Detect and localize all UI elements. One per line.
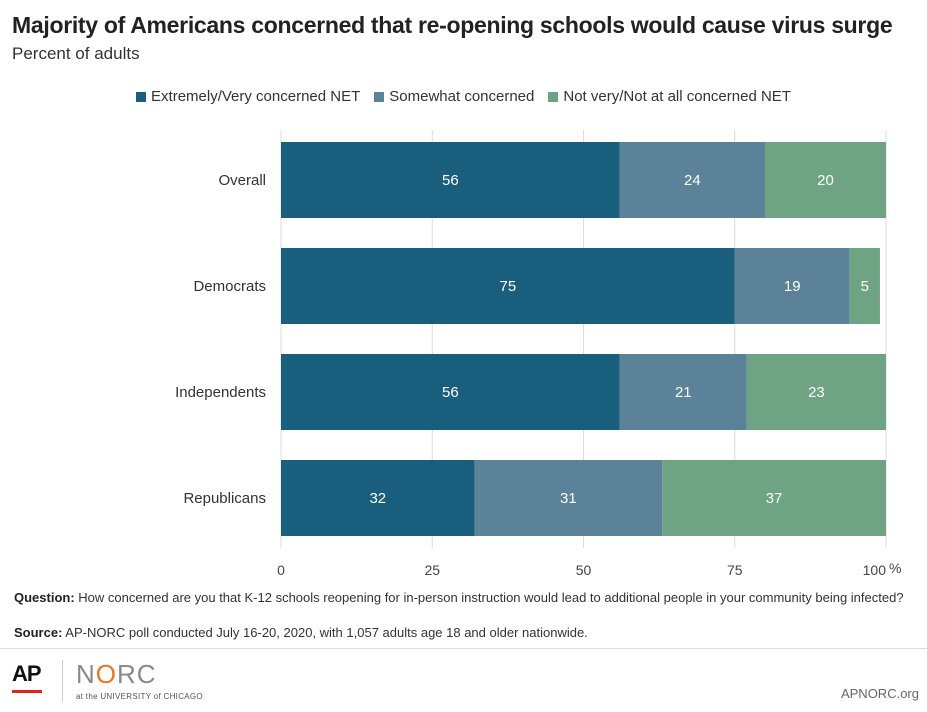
x-tick-label: 25 [424,562,440,578]
x-tick-label: 75 [727,562,743,578]
question-text: How concerned are you that K-12 schools … [74,590,904,605]
question-note: Question: How concerned are you that K-1… [14,590,914,606]
bar-value-label: 56 [442,384,459,401]
chart-title: Majority of Americans concerned that re-… [12,12,893,38]
category-label: Overall [218,172,266,189]
bar-segment [746,354,886,430]
source-note: Source: AP-NORC poll conducted July 16-2… [14,625,914,641]
legend-label-somewhat-concerned: Somewhat concerned [389,88,535,105]
bar-value-label: 32 [369,490,386,507]
legend-swatch-not-concerned [548,91,559,102]
category-label: Democrats [193,278,266,295]
chart-legend: Extremely/Very concerned NET Somewhat co… [0,88,927,105]
bar-value-label: 24 [684,172,701,189]
bar-segment [281,248,735,324]
category-label: Independents [175,384,266,401]
bar-segment [734,248,850,324]
bar-segment [474,460,663,536]
bar-segment [619,142,765,218]
bar-value-label: 37 [766,490,783,507]
ap-logo-text: AP [12,661,42,686]
site-url: APNORC.org [840,686,919,701]
bar-value-label: 5 [861,278,869,295]
logo-separator [62,660,63,702]
ap-logo: AP [12,662,46,693]
bar-segment [849,248,880,324]
question-label: Question: [14,590,75,605]
norc-logo-subtext: at the UNIVERSITY of CHICAGO [76,692,203,701]
legend-swatch-very-concerned [136,91,147,102]
legend-item-somewhat-concerned: Somewhat concerned [374,88,534,105]
source-label: Source: [14,625,63,640]
bar-value-label: 20 [817,172,834,189]
bar-value-label: 23 [808,384,825,401]
footer-divider [0,648,927,649]
norc-logo-text: NORC [76,659,157,689]
x-tick-label: 0 [277,562,285,578]
bar-value-label: 75 [500,278,517,295]
chart-subtitle: Percent of adults [12,44,140,63]
x-tick-label: 100 [863,562,887,578]
bar-value-label: 19 [784,278,801,295]
legend-label-not-concerned: Not very/Not at all concerned NET [563,88,791,105]
bar-value-label: 31 [560,490,577,507]
bar-layer [281,142,886,536]
x-tick-label: 50 [576,562,592,578]
bar-segment [662,460,886,536]
source-text: AP-NORC poll conducted July 16-20, 2020,… [62,625,588,640]
bar-value-label: 56 [442,172,459,189]
legend-swatch-somewhat-concerned [374,91,385,102]
x-axis: 0 25 50 75 100% [277,560,901,578]
category-label: Republicans [183,490,266,507]
legend-item-very-concerned: Extremely/Very concerned NET [136,88,360,105]
bar-segment [281,142,620,218]
bar-segment [765,142,886,218]
stacked-bar-chart: Overall 56 24 20 Democrats 75 19 5 Independents 5… [175,130,901,578]
bar-segment [281,460,475,536]
ap-logo-underline [12,690,42,693]
bar-segment [281,354,620,430]
norc-logo: NORC at the UNIVERSITY of CHICAGO [76,660,203,701]
legend-item-not-concerned: Not very/Not at all concerned NET [548,88,791,105]
bar-value-label: 21 [675,384,692,401]
label-layer: Overall 56 24 20 Democrats 75 19 5 Independents 5… [175,172,869,507]
legend-label-very-concerned: Extremely/Very concerned NET [151,88,361,105]
x-unit-label: % [889,560,901,576]
bar-segment [619,354,747,430]
